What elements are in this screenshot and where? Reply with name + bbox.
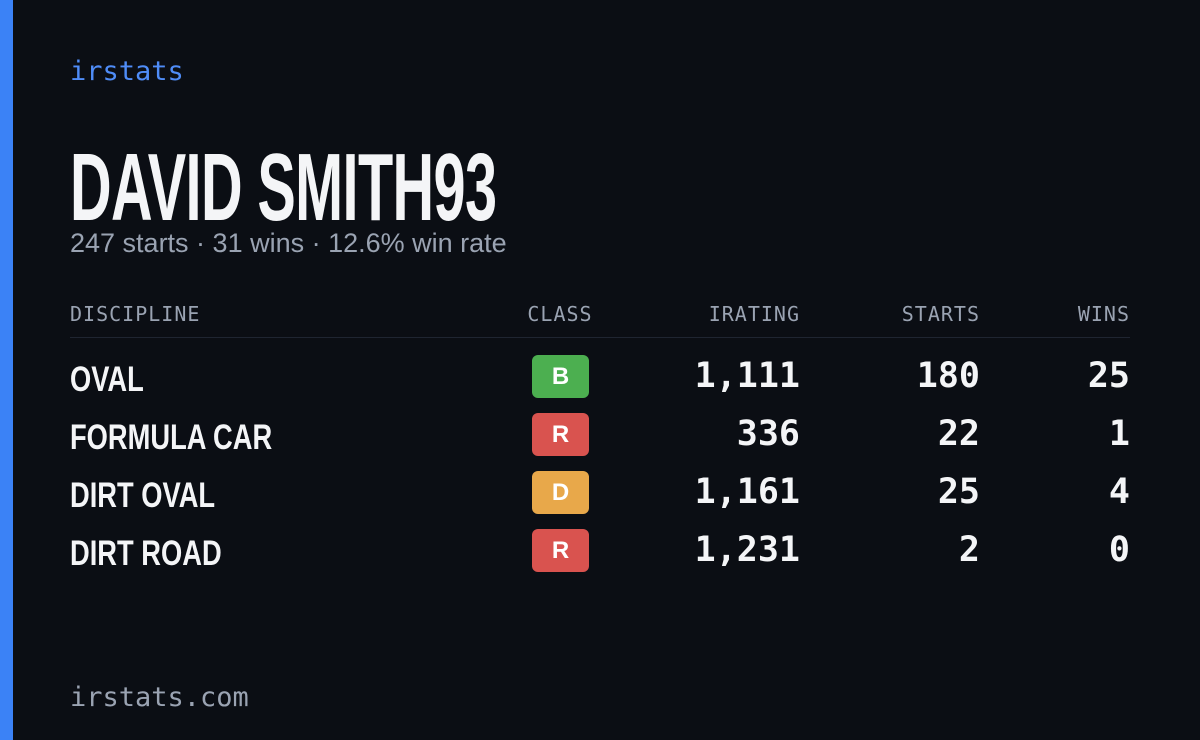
- cell-irating: 1,161: [694, 472, 800, 512]
- class-badge: R: [532, 413, 589, 456]
- cell-wins: 25: [1087, 356, 1130, 396]
- cell-irating: 336: [736, 414, 800, 454]
- discipline: FORMULA CAR: [70, 418, 273, 457]
- cell-wins: 4: [1108, 472, 1130, 512]
- player-name: DAVID SMITH93: [70, 134, 497, 241]
- cell-wins: 0: [1108, 530, 1130, 570]
- class-badge: B: [532, 355, 589, 398]
- column-header: WINS: [1077, 302, 1130, 326]
- cell-starts: 2: [958, 530, 980, 570]
- cell-irating: 1,231: [694, 530, 800, 570]
- discipline: DIRT OVAL: [70, 476, 216, 515]
- cell-wins: 1: [1108, 414, 1130, 454]
- discipline: OVAL: [70, 360, 144, 399]
- player-summary: 247 starts · 31 wins · 12.6% win rate: [70, 228, 507, 258]
- column-header: DISCIPLINE: [70, 302, 201, 326]
- brand: irstats: [70, 56, 184, 87]
- class-badge: D: [532, 471, 589, 514]
- cell-starts: 25: [937, 472, 980, 512]
- divider: [70, 337, 1130, 338]
- cell-starts: 180: [916, 356, 980, 396]
- cell-starts: 22: [937, 414, 980, 454]
- footer: irstats.com: [70, 682, 249, 713]
- column-header: IRATING: [708, 302, 800, 326]
- column-header: STARTS: [901, 302, 980, 326]
- column-header: CLASS: [527, 302, 593, 326]
- accent-bar: [0, 0, 13, 740]
- discipline: DIRT ROAD: [70, 534, 222, 573]
- class-badge: R: [532, 529, 589, 572]
- cell-irating: 1,111: [694, 356, 800, 396]
